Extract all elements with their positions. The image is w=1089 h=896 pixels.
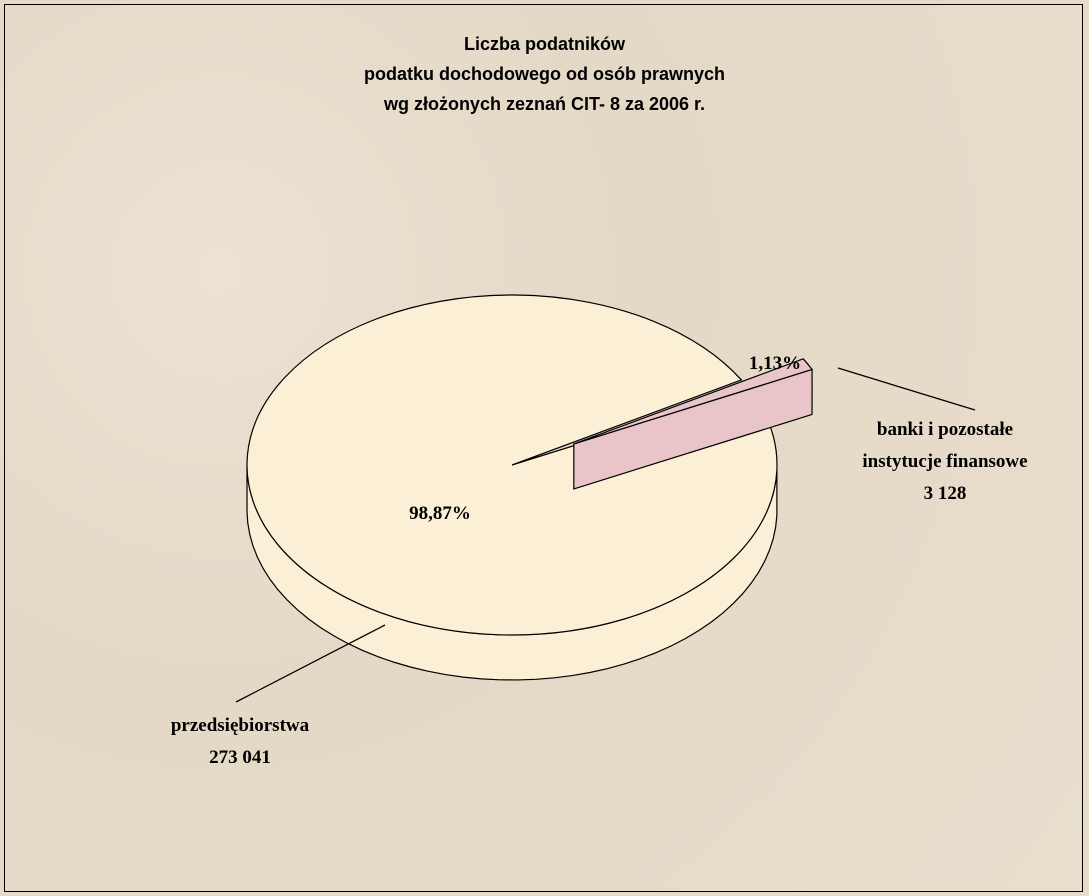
leader-line	[837, 367, 976, 411]
chart-title: Liczba podatników	[463, 34, 625, 54]
value-label: 98,87%	[409, 503, 471, 524]
chart-title: wg złożonych zeznań CIT- 8 za 2006 r.	[383, 94, 706, 114]
count-label: 3 128	[923, 483, 967, 504]
category-name: banki i pozostałe instytucje finansowe	[862, 419, 1028, 472]
chart-title: podatku dochodowego od osób prawnych	[364, 64, 725, 84]
category-label: banki i pozostałe instytucje finansowe 3…	[850, 414, 1040, 510]
category-name: przedsiębiorstwa	[170, 715, 310, 736]
slice	[246, 294, 778, 636]
leader-line	[235, 624, 386, 703]
value-label: 1,13%	[748, 353, 802, 374]
category-label: przedsiębiorstwa 273 041	[130, 710, 350, 774]
pie	[246, 294, 814, 681]
count-label: 273 041	[209, 747, 271, 768]
slice	[573, 358, 814, 445]
